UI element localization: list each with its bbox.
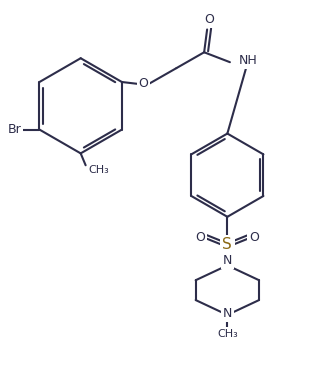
Text: CH₃: CH₃	[217, 329, 238, 339]
Text: O: O	[249, 231, 259, 244]
Text: N: N	[223, 307, 232, 321]
Text: Br: Br	[8, 123, 22, 136]
Text: CH₃: CH₃	[89, 165, 109, 175]
Text: O: O	[204, 13, 214, 26]
Text: NH: NH	[239, 54, 258, 67]
Text: O: O	[196, 231, 206, 244]
Text: N: N	[223, 254, 232, 267]
Text: O: O	[139, 77, 149, 91]
Text: S: S	[223, 237, 232, 252]
